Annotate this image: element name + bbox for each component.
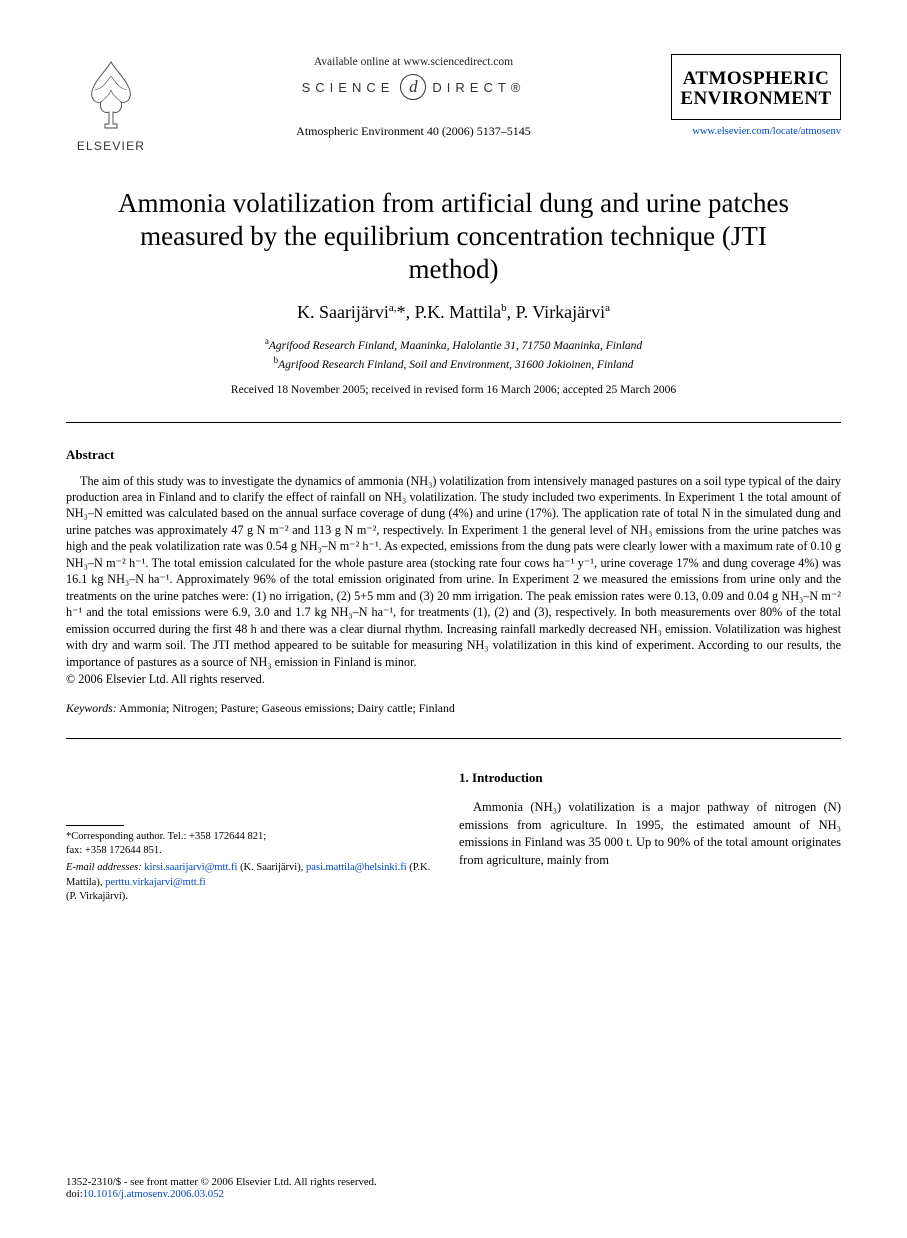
- email-1-who: (K. Saarijärvi): [240, 862, 301, 873]
- divider-bottom: [66, 738, 841, 739]
- divider-top: [66, 422, 841, 423]
- journal-name-line1: ATMOSPHERIC: [680, 69, 832, 89]
- front-matter-line: 1352-2310/$ - see front matter © 2006 El…: [66, 1176, 841, 1188]
- email-3[interactable]: perttu.virkajarvi@mtt.fi: [105, 877, 206, 888]
- intro-heading: 1. Introduction: [459, 769, 841, 787]
- email-3-who: (P. Virkajärvi).: [66, 891, 128, 902]
- copyright-line: © 2006 Elsevier Ltd. All rights reserved…: [66, 672, 841, 687]
- sd-circle-icon: d: [400, 74, 426, 100]
- corr-label: *Corresponding author. Tel.: +358 172644…: [66, 831, 266, 842]
- affiliation-a: aAgrifood Research Finland, Maaninka, Ha…: [66, 335, 841, 354]
- email-2[interactable]: pasi.mattila@helsinki.fi: [306, 862, 407, 873]
- abstract-heading: Abstract: [66, 447, 841, 463]
- article-dates: Received 18 November 2005; received in r…: [66, 384, 841, 396]
- sciencedirect-logo: SCIENCE d DIRECT®: [174, 74, 653, 100]
- header-center: Available online at www.sciencedirect.co…: [156, 54, 671, 139]
- affiliation-a-text: Agrifood Research Finland, Maaninka, Hal…: [269, 340, 642, 352]
- intro-paragraph: Ammonia (NH₃) volatilization is a major …: [459, 799, 841, 869]
- keywords-label: Keywords:: [66, 701, 117, 715]
- article-title: Ammonia volatilization from artificial d…: [94, 187, 813, 286]
- keywords-line: Keywords: Ammonia; Nitrogen; Pasture; Ga…: [66, 701, 841, 716]
- affiliation-b: bAgrifood Research Finland, Soil and Env…: [66, 354, 841, 373]
- elsevier-logo-block: ELSEVIER: [66, 54, 156, 153]
- two-column-region: *Corresponding author. Tel.: +358 172644…: [66, 769, 841, 904]
- journal-title-box: ATMOSPHERIC ENVIRONMENT: [671, 54, 841, 120]
- sd-word-right: DIRECT®: [432, 80, 525, 95]
- email-1[interactable]: kirsi.saarijarvi@mtt.fi: [144, 862, 237, 873]
- right-column: 1. Introduction Ammonia (NH₃) volatiliza…: [459, 769, 841, 904]
- corresponding-author: *Corresponding author. Tel.: +358 172644…: [66, 830, 433, 858]
- elsevier-tree-icon: [75, 54, 147, 132]
- doi-link[interactable]: 10.1016/j.atmosenv.2006.03.052: [83, 1188, 224, 1200]
- elsevier-label: ELSEVIER: [66, 139, 156, 153]
- abstract-text: The aim of this study was to investigate…: [66, 473, 841, 671]
- abstract-body: The aim of this study was to investigate…: [66, 473, 841, 671]
- email-block: E-mail addresses: kirsi.saarijarvi@mtt.f…: [66, 861, 433, 904]
- available-online-text: Available online at www.sciencedirect.co…: [174, 56, 653, 68]
- author-list: K. Saarijärvia,*, P.K. Mattilab, P. Virk…: [66, 302, 841, 323]
- footer-bar: 1352-2310/$ - see front matter © 2006 El…: [66, 1176, 841, 1200]
- page-header: ELSEVIER Available online at www.science…: [66, 54, 841, 153]
- footnote-separator: [66, 825, 124, 826]
- journal-name-line2: ENVIRONMENT: [680, 89, 832, 109]
- affiliation-b-text: Agrifood Research Finland, Soil and Envi…: [278, 359, 633, 371]
- journal-block: ATMOSPHERIC ENVIRONMENT www.elsevier.com…: [671, 54, 841, 137]
- journal-url[interactable]: www.elsevier.com/locate/atmosenv: [671, 126, 841, 137]
- keywords-values: Ammonia; Nitrogen; Pasture; Gaseous emis…: [119, 701, 455, 715]
- doi-line: doi:10.1016/j.atmosenv.2006.03.052: [66, 1188, 841, 1200]
- doi-prefix: doi:: [66, 1188, 83, 1200]
- sd-word-left: SCIENCE: [302, 80, 395, 95]
- email-label: E-mail addresses:: [66, 862, 142, 873]
- citation-line: Atmospheric Environment 40 (2006) 5137–5…: [174, 124, 653, 139]
- left-column: *Corresponding author. Tel.: +358 172644…: [66, 769, 433, 904]
- corr-fax: fax: +358 172644 851.: [66, 845, 162, 856]
